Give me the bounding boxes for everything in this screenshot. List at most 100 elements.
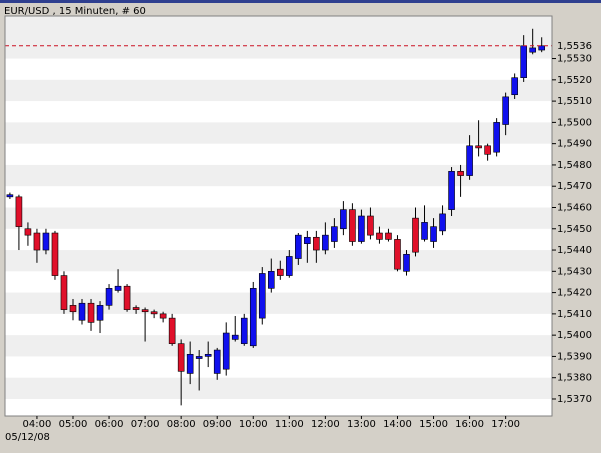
candle-body bbox=[484, 145, 491, 155]
y-tick-label: 1,5410 bbox=[557, 309, 592, 320]
candle-body bbox=[195, 356, 203, 359]
candle-body bbox=[322, 234, 329, 251]
y-tick-label: 1,5370 bbox=[557, 394, 592, 405]
candle-body bbox=[538, 45, 545, 51]
candle-body bbox=[177, 343, 185, 372]
y-tick-label: 1,5460 bbox=[557, 202, 592, 213]
candle-body bbox=[304, 236, 311, 244]
candle-body bbox=[412, 217, 419, 253]
y-tick-label: 1,5520 bbox=[557, 75, 592, 86]
x-tick-label: 04:00 bbox=[23, 419, 52, 430]
candle-body bbox=[340, 209, 347, 230]
candle-body bbox=[493, 122, 500, 153]
x-tick-label: 16:00 bbox=[455, 419, 484, 430]
candle-body bbox=[349, 209, 356, 242]
y-tick-label: 1,5500 bbox=[557, 117, 592, 128]
candle-body bbox=[96, 305, 104, 321]
candle-body bbox=[267, 271, 275, 289]
candle-body bbox=[141, 309, 149, 313]
candle-body bbox=[475, 145, 482, 149]
band bbox=[5, 207, 552, 229]
candle-body bbox=[231, 334, 239, 340]
y-tick-label: 1,5380 bbox=[557, 373, 592, 384]
x-tick-label: 13:00 bbox=[347, 419, 376, 430]
x-tick-label: 07:00 bbox=[131, 419, 160, 430]
candle-body bbox=[511, 77, 518, 96]
x-tick-label: 09:00 bbox=[203, 419, 232, 430]
candle-body bbox=[367, 215, 374, 236]
candle-body bbox=[213, 349, 221, 374]
y-tick-label: 1,5470 bbox=[557, 181, 592, 192]
candle-body bbox=[403, 253, 410, 272]
candle-body bbox=[295, 234, 302, 259]
band bbox=[5, 250, 552, 272]
candle-body bbox=[520, 45, 527, 79]
band bbox=[5, 335, 552, 357]
candle-body bbox=[249, 288, 257, 347]
candle-body bbox=[69, 305, 77, 313]
candle-body bbox=[430, 226, 437, 242]
x-tick-label: 10:00 bbox=[239, 419, 268, 430]
last-price-label: 1,5536 bbox=[557, 41, 592, 52]
y-tick-label: 1,5450 bbox=[557, 224, 592, 235]
candle-body bbox=[132, 307, 140, 310]
band bbox=[5, 16, 552, 59]
y-tick-label: 1,5490 bbox=[557, 139, 592, 150]
candle-body bbox=[258, 273, 266, 319]
candle-body bbox=[376, 232, 383, 240]
date-label: 05/12/08 bbox=[5, 432, 50, 443]
y-tick-label: 1,5390 bbox=[557, 351, 592, 362]
candle-body bbox=[277, 268, 284, 276]
candle-body bbox=[51, 232, 59, 276]
candle-body bbox=[313, 236, 320, 251]
y-tick-label: 1,5440 bbox=[557, 245, 592, 256]
x-tick-label: 14:00 bbox=[383, 419, 412, 430]
y-tick-label: 1,5400 bbox=[557, 330, 592, 341]
x-tick-label: 06:00 bbox=[95, 419, 124, 430]
candle-body bbox=[502, 96, 509, 125]
plot bbox=[5, 16, 552, 406]
x-tick-label: 17:00 bbox=[491, 419, 520, 430]
candle-body bbox=[159, 313, 167, 319]
candle-body bbox=[385, 232, 392, 240]
candle-body bbox=[394, 239, 401, 270]
candle-body bbox=[78, 302, 86, 321]
x-tick-label: 08:00 bbox=[167, 419, 196, 430]
candle-body bbox=[222, 332, 230, 370]
candle-body bbox=[150, 311, 158, 315]
candle-body bbox=[105, 288, 113, 306]
candle-body bbox=[168, 317, 176, 344]
candle-body bbox=[448, 171, 455, 210]
candle-body bbox=[114, 285, 122, 291]
chart-title: EUR/USD , 15 Minuten, # 60 bbox=[4, 6, 146, 17]
x-tick-label: 15:00 bbox=[419, 419, 448, 430]
band bbox=[5, 292, 552, 314]
x-tick-label: 12:00 bbox=[311, 419, 340, 430]
band bbox=[5, 79, 552, 102]
candle-body bbox=[33, 232, 41, 251]
band bbox=[5, 122, 552, 144]
candle-body bbox=[42, 232, 50, 251]
top-strip bbox=[0, 0, 601, 3]
candle-body bbox=[240, 317, 248, 344]
x-tick-label: 11:00 bbox=[275, 419, 304, 430]
candle-body bbox=[87, 302, 95, 323]
y-tick-label: 1,5480 bbox=[557, 160, 592, 171]
candle-body bbox=[439, 213, 446, 232]
candle-body bbox=[123, 285, 131, 310]
candle-body bbox=[6, 194, 14, 198]
candle-body bbox=[529, 47, 536, 53]
band bbox=[5, 377, 552, 399]
candle-body bbox=[358, 215, 365, 242]
y-tick-label: 1,5530 bbox=[557, 54, 592, 65]
candle-body bbox=[186, 353, 194, 374]
x-tick-label: 05:00 bbox=[59, 419, 88, 430]
plot-border bbox=[4, 15, 553, 417]
candle-body bbox=[15, 196, 23, 227]
band bbox=[5, 164, 552, 187]
candle-body bbox=[286, 256, 293, 276]
y-tick-label: 1,5430 bbox=[557, 266, 592, 277]
candle-body bbox=[457, 171, 464, 176]
candle-body bbox=[60, 275, 68, 310]
